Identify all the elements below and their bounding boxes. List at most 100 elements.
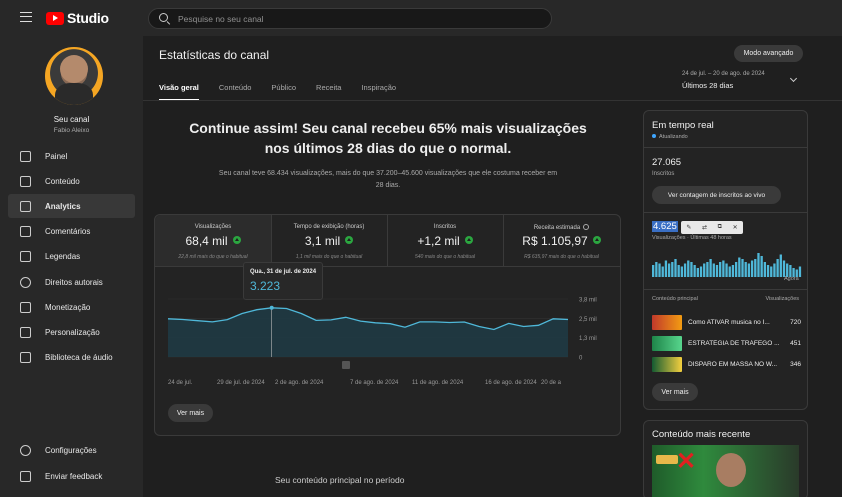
- tab-receita[interactable]: Receita: [316, 83, 342, 92]
- realtime-bar: [779, 254, 782, 277]
- tabs-divider: [143, 100, 842, 101]
- video-views: 451: [790, 340, 801, 347]
- close-icon[interactable]: ✕: [732, 225, 738, 231]
- channel-avatar[interactable]: [45, 47, 103, 105]
- date-range[interactable]: 24 de jul. – 20 de ago. de 2024: [682, 71, 765, 77]
- list-item[interactable]: ESTRATÉGIA DE TRÁFEGO ... 451: [652, 335, 801, 351]
- realtime-bar: [757, 253, 760, 277]
- chart-tooltip: Qua., 31 de jul. de 2024 3.223: [243, 262, 323, 300]
- realtime-bar: [789, 265, 792, 277]
- youtube-studio-logo[interactable]: Studio: [46, 10, 109, 26]
- list-item[interactable]: DISPARO EM MASSA NO W... 346: [652, 356, 801, 372]
- advanced-mode-button[interactable]: Modo avançado: [734, 45, 803, 62]
- selection-toolbar[interactable]: ✎ ⇄ ⧉ ✕: [681, 221, 743, 234]
- realtime-bar: [709, 259, 712, 277]
- chevron-down-icon[interactable]: [789, 74, 798, 83]
- see-more-button[interactable]: Ver mais: [168, 404, 213, 422]
- stats-card: Visualizações 68,4 mil 22,8 mil mais do …: [154, 214, 621, 436]
- trend-up-icon: [592, 236, 601, 244]
- headline-line: nos últimos 28 dias do que o normal.: [264, 140, 512, 156]
- tab-visao-geral[interactable]: Visão geral: [159, 83, 199, 101]
- realtime-bar: [725, 263, 728, 277]
- realtime-bar: [763, 262, 766, 277]
- sidebar-item-comentarios[interactable]: Comentários: [8, 219, 135, 243]
- tab-conteudo[interactable]: Conteúdo: [218, 83, 252, 92]
- sidebar-item-label: Analytics: [45, 201, 81, 211]
- sidebar-item-legendas[interactable]: Legendas: [8, 244, 135, 268]
- sidebar-item-label: Configurações: [45, 445, 97, 455]
- edit-icon[interactable]: ✎: [686, 225, 692, 231]
- tab-publico[interactable]: Público: [271, 83, 297, 92]
- realtime-bar-chart[interactable]: [652, 247, 802, 277]
- metric-subscribers[interactable]: Inscritos +1,2 mil 540 mais do que o hab…: [387, 215, 504, 267]
- sidebar-item-enviar-feedback[interactable]: Enviar feedback: [8, 464, 135, 488]
- metric-label: Inscritos: [433, 224, 457, 230]
- video-title: ESTRATÉGIA DE TRÁFEGO ...: [688, 340, 780, 347]
- live-subscriber-count-button[interactable]: Ver contagem de inscritos ao vivo: [652, 186, 781, 204]
- sidebar-item-direitos-autorais[interactable]: Direitos autorais: [8, 270, 135, 294]
- views-header: Visualizações: [765, 296, 799, 302]
- menu-icon[interactable]: [20, 12, 32, 22]
- metric-value-text: 3,1 mil: [304, 234, 341, 248]
- realtime-bar: [754, 259, 757, 277]
- video-thumbnail: [652, 315, 682, 330]
- x-tick-label: 20 de a: [541, 380, 562, 386]
- video-thumbnail: [652, 357, 682, 372]
- metric-value: +1,2 mil: [387, 234, 503, 248]
- realtime-bar: [798, 266, 802, 277]
- y-tick-label: 2,5 mil: [579, 317, 597, 323]
- metric-views[interactable]: Visualizações 68,4 mil 22,8 mil mais do …: [155, 215, 272, 267]
- realtime-bar: [664, 260, 668, 277]
- realtime-bar: [703, 263, 706, 277]
- recent-video-thumbnail[interactable]: ✕: [652, 445, 799, 497]
- dashboard-icon: [20, 150, 31, 162]
- sidebar-item-personalizacao[interactable]: Personalização: [8, 320, 135, 344]
- sidebar-item-label: Enviar feedback: [45, 471, 103, 481]
- metric-label: Visualizações: [194, 224, 232, 230]
- channel-name: Seu canal: [53, 115, 90, 124]
- realtime-now-label: Agora: [784, 276, 799, 282]
- realtime-bar: [655, 262, 658, 277]
- sidebar-item-monetizacao[interactable]: Monetização: [8, 295, 135, 319]
- views-chart[interactable]: 3,8 mil 2,5 mil 1,3 mil 0 24 de jul. 29 de ju…: [155, 215, 620, 400]
- top-content-header: Conteúdo principal: [652, 296, 698, 302]
- x-tick-label: 11 de ago. de 2024: [412, 380, 464, 386]
- customization-icon: [20, 326, 31, 338]
- realtime-bar: [715, 265, 719, 277]
- realtime-bar: [693, 265, 696, 277]
- tab-inspiracao[interactable]: Inspiração: [361, 83, 397, 92]
- date-range-label[interactable]: Últimos 28 dias: [682, 81, 734, 90]
- sidebar-item-label: Comentários: [45, 226, 91, 236]
- chart-area: [168, 307, 568, 357]
- realtime-subscribers-label: Inscritos: [652, 171, 675, 177]
- translate-icon[interactable]: ⇄: [701, 225, 708, 231]
- realtime-bar: [683, 263, 687, 277]
- sidebar-item-label: Conteúdo: [45, 176, 80, 186]
- sidebar-item-label: Personalização: [45, 327, 100, 337]
- realtime-bar: [786, 263, 789, 277]
- see-more-button[interactable]: Ver mais: [652, 383, 698, 401]
- metric-comparison: 22,8 mil mais do que o habitual: [178, 254, 248, 260]
- realtime-bar: [770, 266, 773, 277]
- realtime-bar: [750, 260, 754, 277]
- search-input[interactable]: Pesquise no seu canal: [148, 8, 552, 29]
- copy-icon[interactable]: ⧉: [717, 224, 722, 230]
- metric-watch-time[interactable]: Tempo de exibição (horas) 3,1 mil 1,1 mi…: [271, 215, 388, 267]
- sidebar-item-biblioteca-audio[interactable]: Biblioteca de áudio: [8, 345, 135, 369]
- list-item[interactable]: Como ATIVAR musica no I... 720: [652, 314, 801, 330]
- content-icon: [20, 175, 31, 187]
- info-icon[interactable]: [583, 224, 590, 230]
- sidebar-item-configuracoes[interactable]: Configurações: [8, 438, 135, 462]
- realtime-bar: [658, 263, 661, 277]
- gear-icon: [20, 444, 31, 456]
- metric-value-text: +1,2 mil: [417, 234, 460, 248]
- thumbnail-person: [716, 453, 746, 487]
- sidebar-item-analytics[interactable]: Analytics: [8, 194, 135, 218]
- logo-text: Studio: [67, 10, 109, 26]
- metric-revenue[interactable]: Receita estimada R$ 1.105,97 R$ 635,97 m…: [503, 215, 620, 267]
- sidebar-item-painel[interactable]: Painel: [8, 144, 135, 168]
- realtime-status: Atualizando: [652, 134, 688, 140]
- sidebar-item-conteudo[interactable]: Conteúdo: [8, 169, 135, 193]
- summary-line: Seu canal teve 68.434 visualizações, mai…: [218, 170, 558, 177]
- page-title: Estatísticas do canal: [159, 48, 270, 62]
